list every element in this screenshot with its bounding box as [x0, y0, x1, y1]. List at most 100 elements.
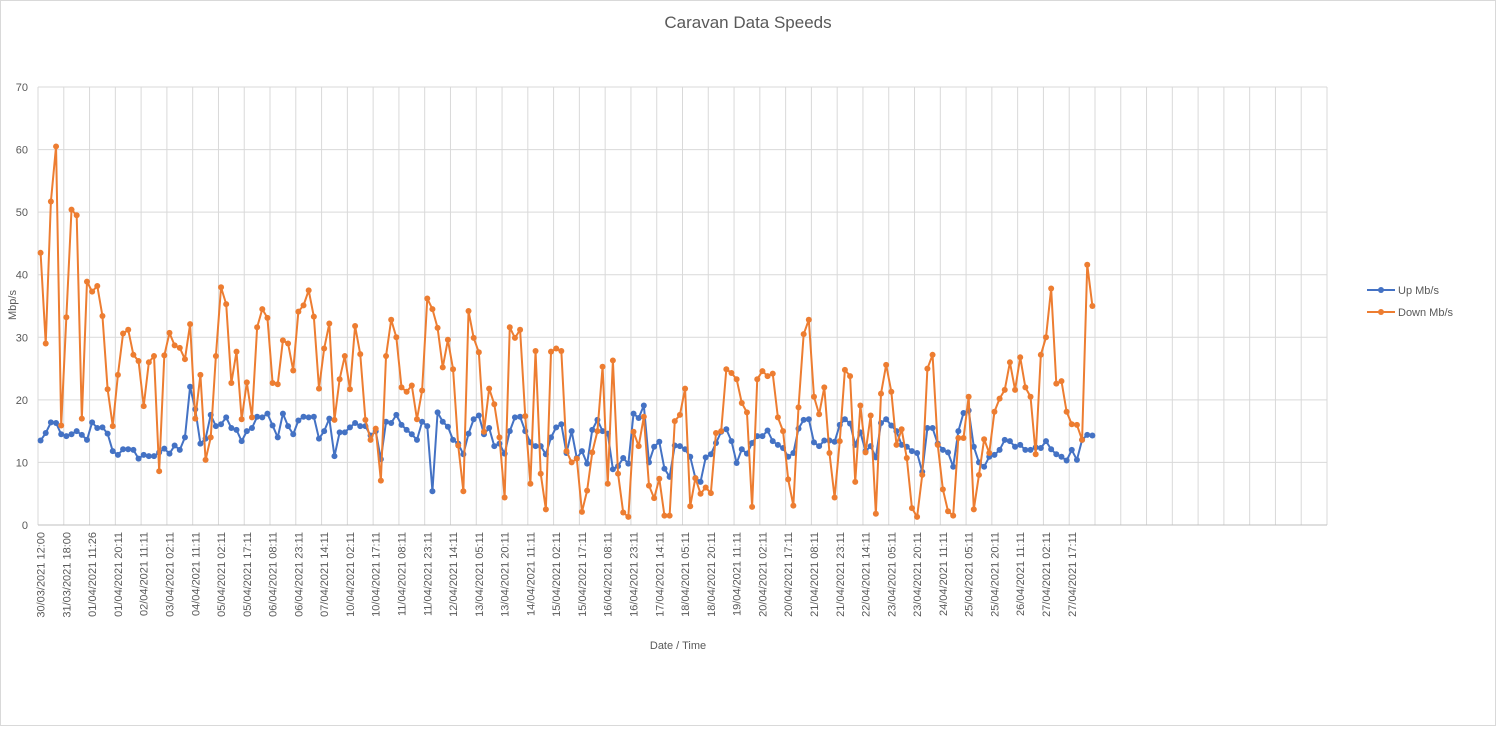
data-point [764, 373, 771, 380]
data-point [434, 324, 441, 331]
x-tick-label: 18/04/2021 20:11 [706, 532, 718, 617]
data-point [805, 316, 812, 323]
legend-marker-down [1378, 309, 1384, 315]
data-point [372, 425, 379, 432]
x-tick-label: 16/04/2021 23:11 [629, 532, 641, 617]
data-point [1048, 285, 1055, 292]
data-point [393, 411, 400, 418]
data-point [140, 451, 147, 458]
data-point [996, 395, 1003, 402]
data-point [1006, 359, 1013, 366]
data-point [800, 416, 807, 423]
data-point [682, 385, 689, 392]
data-point [83, 436, 90, 443]
data-point [83, 278, 90, 285]
data-point [651, 443, 658, 450]
data-point [331, 453, 338, 460]
data-point [300, 413, 307, 420]
data-point [377, 477, 384, 484]
data-point [594, 428, 601, 435]
data-point [506, 428, 513, 435]
data-point [625, 460, 632, 467]
x-tick-label: 27/04/2021 02:11 [1041, 532, 1053, 617]
y-tick-label: 0 [22, 520, 28, 532]
data-point [609, 357, 616, 364]
data-point [676, 411, 683, 418]
data-point [274, 434, 281, 441]
data-point [99, 313, 106, 320]
data-point [228, 379, 235, 386]
data-point [939, 486, 946, 493]
data-point [125, 446, 132, 453]
data-point [1073, 421, 1080, 428]
data-point [460, 488, 467, 495]
data-point [341, 353, 348, 360]
data-point [764, 427, 771, 434]
data-point [878, 390, 885, 397]
data-point [166, 329, 173, 336]
data-point [620, 455, 627, 462]
data-point [707, 451, 714, 458]
data-point [1001, 436, 1008, 443]
data-point [527, 480, 534, 487]
x-tick-label: 14/04/2021 11:11 [525, 532, 537, 616]
x-tick-label: 15/04/2021 02:11 [551, 532, 563, 617]
data-point [68, 431, 75, 438]
data-point [718, 428, 725, 435]
data-point [352, 420, 359, 427]
x-axis-ticks: 30/03/2021 12:00 31/03/2021 18:00 01/04/20… [36, 532, 1079, 618]
data-point [63, 433, 70, 440]
data-point [955, 435, 962, 442]
x-tick-label: 30/03/2021 12:00 [36, 532, 48, 618]
data-point [1001, 386, 1008, 393]
data-point [218, 284, 225, 291]
data-point [434, 409, 441, 416]
data-point [991, 408, 998, 415]
data-point [341, 429, 348, 436]
data-point [336, 376, 343, 383]
data-point [759, 433, 766, 440]
data-point [388, 316, 395, 323]
data-point [243, 428, 250, 435]
data-point [816, 411, 823, 418]
data-point [1063, 408, 1070, 415]
data-point [506, 324, 513, 331]
data-point [58, 422, 65, 429]
data-point [847, 373, 854, 380]
data-point [1037, 445, 1044, 452]
data-point [888, 388, 895, 395]
data-point [898, 426, 905, 433]
data-point [919, 471, 926, 478]
x-tick-label: 15/04/2021 17:11 [577, 532, 589, 617]
data-point [1068, 446, 1075, 453]
data-point [212, 353, 219, 360]
data-point [94, 282, 101, 289]
data-point [970, 443, 977, 450]
data-point [810, 439, 817, 446]
data-point [161, 352, 168, 359]
data-point [1068, 421, 1075, 428]
data-point [713, 430, 720, 437]
data-point [197, 440, 204, 447]
data-point [197, 371, 204, 378]
data-point [656, 438, 663, 445]
data-point [1089, 432, 1096, 439]
data-point [1043, 334, 1049, 341]
data-point [99, 424, 106, 431]
data-point [1006, 438, 1013, 445]
data-point [145, 453, 152, 460]
y-axis-ticks: 0 10 20 30 40 50 60 70 [16, 82, 28, 532]
data-point [805, 416, 812, 423]
data-point [934, 441, 941, 448]
data-point [295, 308, 302, 315]
data-point [1053, 380, 1060, 387]
data-point [73, 212, 80, 219]
data-point [1017, 354, 1024, 361]
data-point [573, 455, 580, 462]
data-point [661, 465, 668, 472]
data-point [558, 348, 565, 355]
data-point [413, 436, 420, 443]
data-point [769, 370, 776, 377]
data-point [151, 353, 158, 360]
data-point [774, 414, 781, 421]
